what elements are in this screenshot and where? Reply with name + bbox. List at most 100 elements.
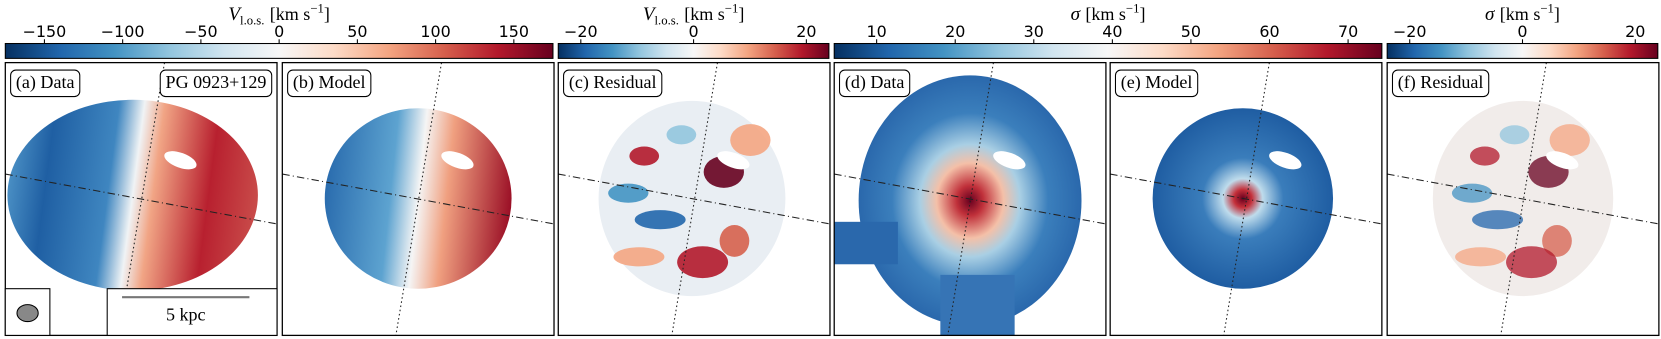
panel-label: (c) Residual <box>569 72 657 93</box>
map-patch <box>1499 125 1530 145</box>
colorbar-tick-label: 10 <box>867 22 887 41</box>
map-patch <box>1549 124 1590 157</box>
major-axis <box>1110 173 1382 225</box>
colorbar <box>1386 42 1659 59</box>
colorbar <box>4 42 554 59</box>
minor-axis <box>671 62 718 336</box>
panel: (b) Model <box>281 61 555 337</box>
map-patch <box>719 225 750 257</box>
map-patch <box>666 125 697 145</box>
panel-label: (e) Model <box>1121 72 1193 93</box>
colorbar <box>833 42 1383 59</box>
panel: (f) Residual <box>1386 61 1660 337</box>
minor-axis <box>947 62 994 336</box>
label-box <box>159 69 273 98</box>
minor-axis <box>1500 62 1547 336</box>
map-patch <box>608 183 649 203</box>
colorbar-tick-label: 40 <box>1102 22 1122 41</box>
label-box <box>1114 69 1199 98</box>
panels: (a) Data PG 0923+129 5 kpc (b) Model (c) Res… <box>4 61 1660 337</box>
colorbar-tick-label: 150 <box>499 22 529 41</box>
map-patch <box>1469 146 1500 166</box>
map-patch <box>1455 247 1507 267</box>
major-axis <box>558 173 830 225</box>
map-hole <box>1269 151 1302 170</box>
colorbar-tick-label: −20 <box>564 22 598 41</box>
map-hole <box>441 151 474 170</box>
map-patch <box>1506 246 1557 279</box>
major-axis <box>1387 173 1659 225</box>
label-box <box>287 69 372 98</box>
colorbar-tick-label: 100 <box>420 22 450 41</box>
map-patch <box>629 146 660 166</box>
map-patch <box>730 124 771 157</box>
label-box <box>838 69 911 98</box>
panel-label: (b) Model <box>293 72 366 93</box>
colorbar-tick-label: 70 <box>1338 22 1358 41</box>
beam <box>16 304 39 323</box>
map-field <box>940 274 1015 336</box>
map <box>282 62 555 336</box>
panel-frame <box>281 61 555 337</box>
colorbar-tick-label: 50 <box>1181 22 1201 41</box>
map <box>834 62 1106 336</box>
colorbar-tick-label: −150 <box>23 22 67 41</box>
map-patch <box>613 247 665 267</box>
map-hole <box>717 151 750 170</box>
major-axis <box>834 173 1106 225</box>
map-patch <box>1542 225 1572 257</box>
map <box>1387 62 1659 336</box>
map <box>1110 62 1382 336</box>
colorbar-label: Vl.o.s. [km s−1] <box>228 2 330 28</box>
colorbar-tick-label: −100 <box>101 22 145 41</box>
panel: (e) Model <box>1109 61 1383 337</box>
minor-axis <box>395 62 443 336</box>
colorbar-tick-label: 0 <box>274 22 284 41</box>
map-field <box>7 99 258 291</box>
colorbar-tick-label: 0 <box>689 22 699 41</box>
colorbar-label: σ [km s−1] <box>1485 2 1560 25</box>
colorbar-tick-label: 20 <box>1625 22 1645 41</box>
scalebar-label: 5 kpc <box>166 305 206 325</box>
major-axis <box>282 173 555 225</box>
map-hole <box>164 151 197 170</box>
colorbar-tick-label: 30 <box>1024 22 1044 41</box>
panel-label: (f) Residual <box>1398 72 1484 93</box>
panel: (a) Data PG 0923+129 5 kpc <box>4 61 278 337</box>
map-field <box>858 75 1082 326</box>
colorbar-tick-label: 20 <box>796 22 816 41</box>
map-field <box>834 221 898 265</box>
colorbar-tick-label: 60 <box>1259 22 1279 41</box>
colorbar <box>557 42 830 59</box>
map-patch <box>1472 210 1524 230</box>
panel: (d) Data <box>833 61 1107 337</box>
colorbar-label: σ [km s−1] <box>1071 2 1146 25</box>
map <box>558 62 830 336</box>
map-hole <box>1546 151 1579 170</box>
label-box <box>1391 69 1490 98</box>
label-box <box>563 69 663 98</box>
colorbar-tick-label: −20 <box>1393 22 1427 41</box>
colorbar-tick-label: −50 <box>184 22 218 41</box>
map-patch <box>634 210 686 230</box>
panel-frame <box>1386 61 1660 337</box>
map-patch <box>1451 183 1493 203</box>
panel-label: PG 0923+129 <box>166 72 267 92</box>
panel-frame <box>833 61 1107 337</box>
minor-axis <box>1223 62 1270 336</box>
panel-frame <box>1109 61 1383 337</box>
colorbar-tick-label: 20 <box>945 22 965 41</box>
major-axis <box>5 173 278 225</box>
map-hole <box>993 151 1026 170</box>
label-box <box>10 69 81 98</box>
colorbar-label: Vl.o.s. [km s−1] <box>643 2 745 28</box>
panel-label: (a) Data <box>16 72 75 93</box>
panel-label: (d) Data <box>845 72 905 93</box>
colorbar-tick-label: 50 <box>347 22 367 41</box>
colorbar-tick-label: 0 <box>1517 22 1527 41</box>
map-patch <box>677 246 729 279</box>
panel-frame <box>557 61 831 337</box>
